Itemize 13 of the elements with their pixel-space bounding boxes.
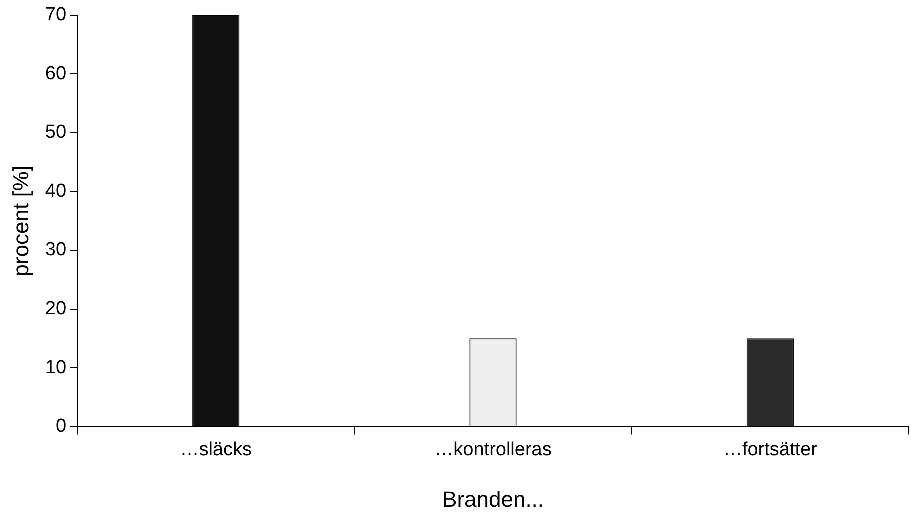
x-tick-label: …fortsätter (723, 439, 818, 460)
x-tick-label: …kontrolleras (434, 439, 552, 460)
y-tick-label: 40 (45, 180, 67, 202)
y-tick-label: 50 (45, 122, 67, 144)
y-tick-label: 0 (56, 416, 67, 438)
y-tick-label: 20 (45, 298, 67, 320)
x-axis-title: Branden... (442, 486, 544, 512)
y-tick-label: 70 (45, 4, 67, 26)
y-axis-title: procent [%] (8, 165, 34, 277)
y-tick-label: 30 (45, 240, 67, 261)
y-tick-label: 60 (45, 63, 67, 84)
y-tick-label: 10 (45, 357, 67, 378)
x-tick-label: …släcks (180, 439, 252, 460)
